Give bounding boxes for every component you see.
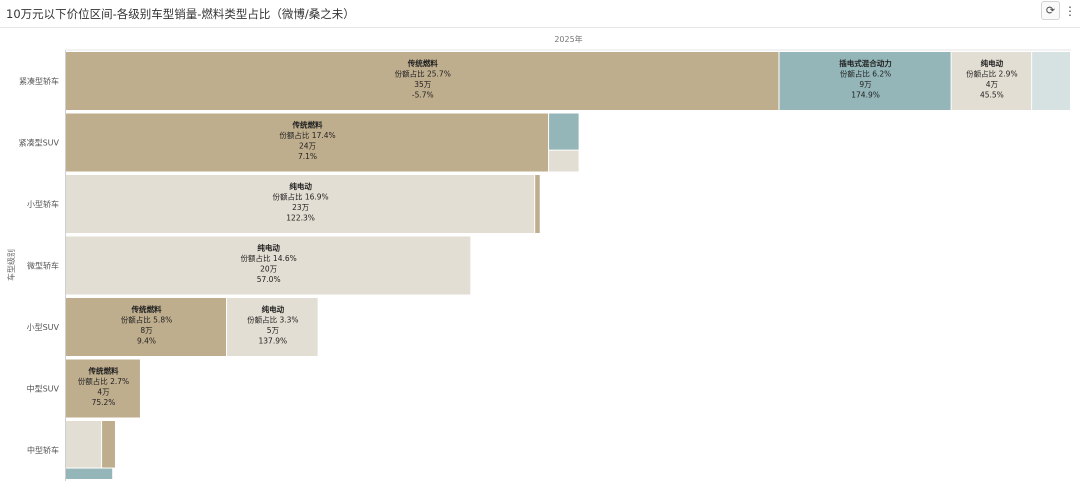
data-label-fuel: 传统燃料 (407, 58, 438, 68)
chart-toolbar: ⟳ ⋮ (1041, 1, 1076, 20)
refresh-icon[interactable]: ⟳ (1041, 1, 1060, 20)
data-label-volume: 35万 (414, 80, 432, 89)
data-label-growth: 75.2% (92, 398, 116, 407)
bar-segment (535, 175, 540, 233)
data-label-share: 份额占比 5.8% (121, 315, 172, 325)
data-label-fuel: 传统燃料 (87, 366, 118, 376)
category-tick-label: 紧凑型轿车 (19, 76, 59, 86)
data-label-growth: -5.7% (412, 91, 434, 100)
data-label-volume: 4万 (97, 388, 110, 397)
data-label-growth: 57.0% (257, 275, 281, 284)
data-label-share: 份额占比 2.9% (966, 69, 1017, 79)
data-label-growth: 9.4% (137, 337, 156, 346)
data-label-fuel: 纯电动 (981, 58, 1004, 68)
data-label-growth: 174.9% (851, 91, 880, 100)
more-vertical-icon[interactable]: ⋮ (1064, 3, 1076, 18)
data-label-fuel: 纯电动 (262, 304, 285, 314)
data-label-share: 份额占比 17.4% (279, 130, 335, 140)
bar-segment (1032, 52, 1070, 110)
bar-segment (66, 175, 535, 233)
data-label-fuel: 纯电动 (289, 181, 312, 191)
bar-segment (66, 113, 549, 172)
category-tick-label: 小型SUV (27, 323, 60, 332)
data-label-volume: 24万 (299, 142, 317, 151)
data-label-fuel: 纯电动 (257, 243, 280, 253)
data-label-volume: 9万 (859, 80, 872, 89)
bar-segment (66, 359, 140, 418)
bar-segment (951, 52, 1032, 110)
data-label-volume: 4万 (986, 80, 999, 89)
bar-segment (549, 150, 579, 172)
data-label-growth: 45.5% (980, 91, 1004, 100)
data-label-share: 份额占比 6.2% (840, 69, 891, 79)
data-label-fuel: 传统燃料 (131, 304, 162, 314)
bar-segment (66, 468, 113, 479)
data-label-share: 份额占比 25.7% (395, 69, 451, 79)
y-axis-title: 车型级别 (6, 249, 16, 281)
page-title: 10万元以下价位区间-各级别车型销量-燃料类型占比（微博/桑之未） (6, 7, 355, 21)
data-label-growth: 7.1% (298, 152, 317, 161)
data-label-growth: 137.9% (259, 337, 288, 346)
category-tick-label: 紧凑型SUV (19, 138, 60, 148)
category-tick-label: 微型轿车 (27, 261, 59, 271)
data-label-growth: 122.3% (286, 214, 315, 223)
bar-segment (549, 113, 579, 150)
category-tick-label: 中型轿车 (27, 445, 59, 455)
data-label-share: 份额占比 16.9% (272, 192, 328, 202)
bar-segment (66, 236, 471, 295)
bar-segment (66, 298, 227, 356)
data-label-share: 份额占比 3.3% (247, 315, 298, 325)
column-header: 2025年 (554, 34, 582, 44)
bar-segment (779, 52, 951, 110)
bar-segment (66, 52, 779, 110)
category-tick-label: 小型轿车 (27, 199, 59, 209)
data-label-fuel: 插电式混合动力 (839, 58, 892, 68)
data-label-volume: 5万 (267, 326, 280, 335)
bar-segment (102, 421, 115, 468)
data-label-volume: 20万 (260, 265, 278, 274)
bar-segment (227, 298, 318, 356)
category-tick-label: 中型SUV (27, 384, 60, 394)
header-divider (0, 27, 1080, 28)
data-label-volume: 23万 (292, 203, 310, 212)
bar-segment (66, 421, 102, 468)
data-label-fuel: 传统燃料 (292, 120, 323, 130)
data-label-volume: 8万 (140, 326, 153, 335)
data-label-share: 份额占比 14.6% (241, 253, 297, 263)
data-label-share: 份额占比 2.7% (78, 376, 129, 386)
